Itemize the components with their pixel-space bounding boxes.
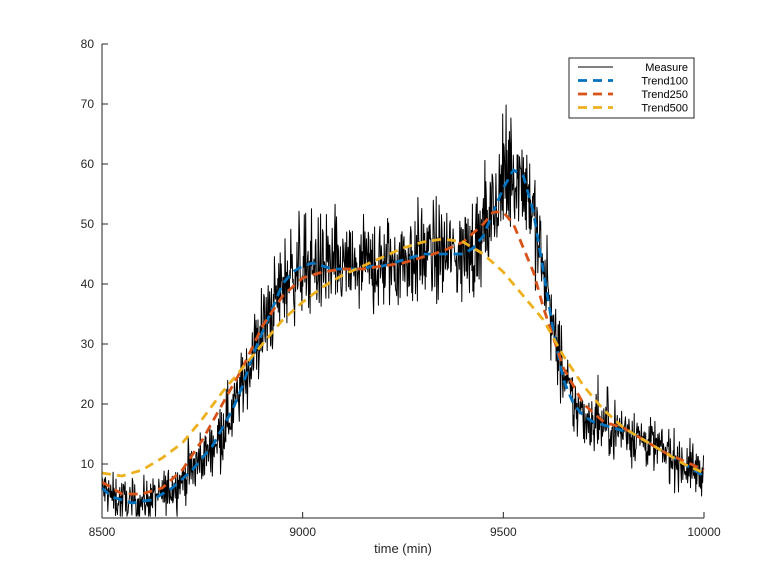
series-line-trend100 (101, 168, 705, 505)
series-line-trend500 (101, 237, 705, 478)
x-tick-label: 9000 (289, 525, 316, 539)
legend-box (568, 57, 695, 119)
x-axis-label: time (min) (374, 541, 432, 556)
y-tick-label: 80 (81, 37, 95, 51)
y-tick-label: 20 (81, 397, 95, 411)
axes (101, 44, 704, 519)
x-tick-label: 8500 (89, 525, 116, 539)
legend-label-trend500: Trend500 (641, 103, 688, 115)
y-tick-label: 40 (81, 277, 95, 291)
y-tick-label: 50 (81, 217, 95, 231)
y-tick-label: 10 (81, 457, 95, 471)
series-line-trend250 (101, 210, 705, 496)
legend-label-trend250: Trend250 (641, 89, 688, 101)
y-ticks: 10 20 30 40 50 60 70 80 (81, 37, 108, 471)
y-tick-label: 30 (81, 337, 95, 351)
x-tick-label: 9500 (490, 525, 517, 539)
x-ticks: 8500 9000 9500 10000 (89, 512, 721, 539)
legend-label-trend100: Trend100 (641, 76, 688, 88)
y-tick-label: 70 (81, 97, 95, 111)
plot-series (101, 104, 705, 517)
x-tick-label: 10000 (687, 525, 721, 539)
legend-label-measure: Measure (645, 62, 688, 74)
y-tick-label: 60 (81, 157, 95, 171)
